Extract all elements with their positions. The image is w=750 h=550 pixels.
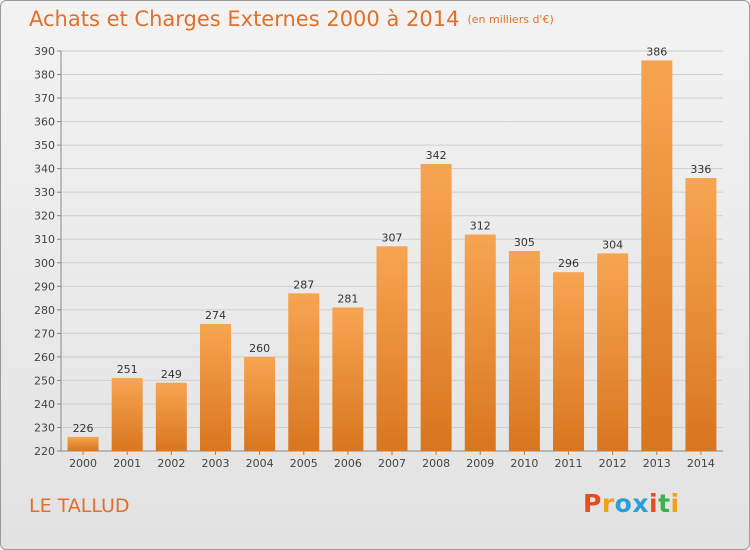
y-tick-label: 370 <box>34 92 55 105</box>
logo-letter: i <box>670 489 680 518</box>
y-tick-label: 220 <box>34 445 55 458</box>
data-label: 281 <box>337 292 358 305</box>
x-tick-label: 2012 <box>599 457 627 470</box>
logo-letter: P <box>583 489 602 518</box>
y-tick-label: 250 <box>34 374 55 387</box>
bar-2010 <box>508 251 540 451</box>
x-tick-label: 2000 <box>69 457 97 470</box>
x-tick-label: 2008 <box>422 457 450 470</box>
bar-2001 <box>111 378 143 451</box>
data-label: 342 <box>426 149 447 162</box>
data-label: 386 <box>646 45 667 58</box>
data-label: 336 <box>690 163 711 176</box>
y-tick-label: 240 <box>34 398 55 411</box>
chart-title: Achats et Charges Externes 2000 à 2014 (e… <box>29 7 554 31</box>
chart-subtitle: (en milliers d'€) <box>467 13 554 26</box>
y-tick-label: 310 <box>34 233 55 246</box>
logo-letter: o <box>614 489 633 518</box>
data-label: 274 <box>205 309 226 322</box>
y-tick-label: 360 <box>34 116 55 129</box>
chart-title-text: Achats et Charges Externes 2000 à 2014 <box>29 7 460 31</box>
bar-2000 <box>67 436 99 451</box>
y-tick-label: 290 <box>34 280 55 293</box>
y-tick-label: 320 <box>34 210 55 223</box>
bar-2008 <box>420 163 452 452</box>
data-label: 296 <box>558 257 579 270</box>
logo-letter: i <box>649 489 659 518</box>
data-labels: 226 251 249 274 260 287 281 307 342 312 305 296 304 3… <box>73 45 712 434</box>
y-tick-label: 260 <box>34 351 55 364</box>
logo-letter: r <box>601 489 615 518</box>
data-label: 260 <box>249 342 270 355</box>
x-tick-label: 2011 <box>555 457 583 470</box>
y-tick-labels: 220 230 240 250 260 270 280 290 300 310 320 330 340 3… <box>34 45 55 458</box>
x-tick-label: 2007 <box>378 457 406 470</box>
x-tick-label: 2006 <box>334 457 362 470</box>
x-tick-label: 2002 <box>157 457 185 470</box>
x-tick-label: 2004 <box>246 457 274 470</box>
data-label: 304 <box>602 238 623 251</box>
x-tick-label: 2001 <box>113 457 141 470</box>
bar-2012 <box>597 253 629 451</box>
y-tick-label: 300 <box>34 257 55 270</box>
bar-2002 <box>155 382 187 451</box>
y-tick-label: 280 <box>34 304 55 317</box>
x-tick-label: 2003 <box>201 457 229 470</box>
data-label: 305 <box>514 236 535 249</box>
y-tick-label: 230 <box>34 421 55 434</box>
data-label: 226 <box>73 422 94 435</box>
x-tick-label: 2013 <box>643 457 671 470</box>
y-tick-label: 350 <box>34 139 55 152</box>
x-tick-label: 2005 <box>290 457 318 470</box>
logo-letter: t <box>658 489 671 518</box>
data-label: 312 <box>470 220 491 233</box>
data-label: 251 <box>117 363 138 376</box>
x-tick-label: 2014 <box>687 457 715 470</box>
data-label: 249 <box>161 368 182 381</box>
bar-2013 <box>641 60 673 451</box>
bar-2009 <box>464 234 496 451</box>
proxiti-logo: Proxiti <box>583 489 680 518</box>
y-tick-label: 270 <box>34 327 55 340</box>
data-label: 287 <box>293 278 314 291</box>
bar-2011 <box>553 272 585 451</box>
bar-2004 <box>244 356 276 451</box>
y-tick-label: 340 <box>34 163 55 176</box>
place-name: LE TALLUD <box>29 495 130 517</box>
x-tick-label: 2010 <box>510 457 538 470</box>
logo-letter: x <box>632 489 649 518</box>
y-tick-label: 390 <box>34 45 55 58</box>
bar-2007 <box>376 246 408 451</box>
bar-2003 <box>199 323 231 451</box>
data-label: 307 <box>382 231 403 244</box>
bar-2014 <box>685 178 717 451</box>
bar-2005 <box>288 293 320 451</box>
x-tick-labels: 2000 2001 2002 2003 2004 2005 2006 2007 2008 2009… <box>69 457 715 470</box>
bars <box>67 60 717 452</box>
y-tick-label: 380 <box>34 69 55 82</box>
bar-2006 <box>332 307 364 451</box>
x-tick-label: 2009 <box>466 457 494 470</box>
y-tick-label: 330 <box>34 186 55 199</box>
